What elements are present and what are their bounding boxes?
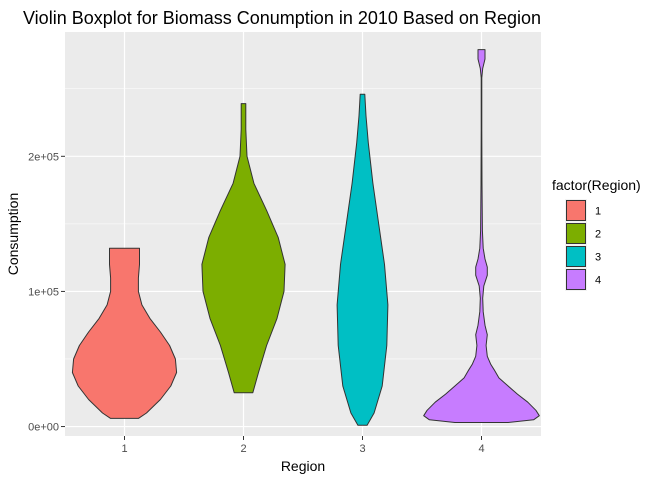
y-tick-label: 0e+00 xyxy=(28,422,59,434)
y-axis: 0e+00 1e+05 2e+05 xyxy=(28,151,65,434)
y-tick-label: 2e+05 xyxy=(28,151,59,163)
x-axis: 1 2 3 4 xyxy=(121,436,485,455)
violin-region-1 xyxy=(71,247,178,419)
legend-swatch-4 xyxy=(566,269,586,290)
legend-label: 1 xyxy=(595,206,601,218)
legend-label: 2 xyxy=(595,229,601,241)
x-tick-label: 2 xyxy=(240,443,246,455)
x-tick-label: 3 xyxy=(359,443,365,455)
x-tick-label: 4 xyxy=(478,443,484,455)
legend-label: 3 xyxy=(595,252,601,264)
y-tick-label: 1e+05 xyxy=(28,286,59,298)
legend-swatch-1 xyxy=(566,200,586,221)
violin-region-2 xyxy=(201,103,286,394)
violin-region-4 xyxy=(423,49,540,423)
legend-label: 4 xyxy=(595,275,601,287)
x-axis-title: Region xyxy=(281,458,325,474)
legend: factor(Region) 1 2 3 4 xyxy=(552,177,641,291)
x-tick-label: 1 xyxy=(121,443,127,455)
legend-swatch-3 xyxy=(566,246,586,267)
legend-title: factor(Region) xyxy=(552,177,641,193)
violins xyxy=(71,49,540,426)
chart-title: Violin Boxplot for Biomass Conumption in… xyxy=(23,8,541,28)
y-axis-title: Consumption xyxy=(5,193,21,276)
violin-region-3 xyxy=(336,93,389,426)
legend-swatch-2 xyxy=(566,223,586,244)
